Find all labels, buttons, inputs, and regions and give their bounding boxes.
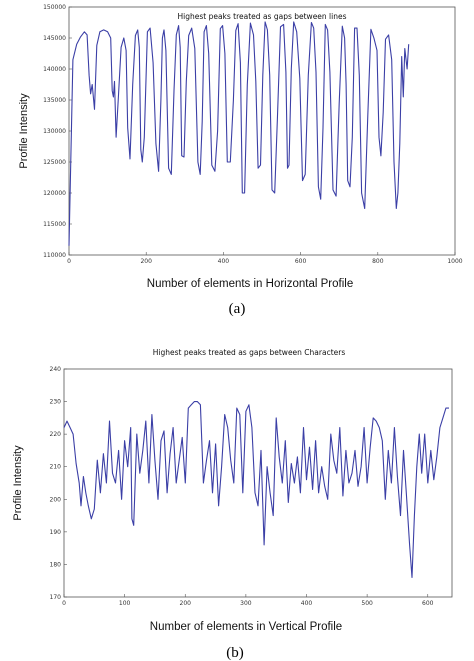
chart-a-x-ticks: 0 200 400 600 800 1000: [67, 252, 463, 265]
chart-b-plot-frame: [63, 368, 453, 598]
chart-a-y-tick-label: 115000: [43, 221, 66, 228]
chart-b-caption: (b): [226, 645, 244, 661]
chart-b-y-tick-label: 230: [50, 399, 62, 406]
chart-b-x-tick-label: 0: [62, 600, 66, 607]
chart-a-x-tick-label: 600: [295, 258, 307, 265]
chart-a-y-ticks: 110000 115000 120000 125000 130000 135000 1400…: [43, 4, 72, 259]
chart-b-title: Highest peaks treated as gaps between Ch…: [153, 348, 346, 357]
chart-a-y-axis-label: Profile Intensity: [18, 93, 30, 169]
chart-b-y-tick-label: 180: [50, 561, 62, 568]
chart-b-y-axis-label: Profile Intensity: [12, 445, 24, 521]
chart-a-y-tick-label: 120000: [43, 190, 66, 197]
chart-a-plot-frame: [68, 6, 456, 256]
chart-b-y-tick-label: 170: [50, 594, 62, 601]
chart-b-y-ticks: 170 180 190 200 210 220 230 240: [50, 366, 67, 601]
chart-b-x-tick-label: 200: [180, 600, 192, 607]
chart-a: Highest peaks treated as gaps between li…: [18, 4, 463, 317]
chart-b-x-axis-label: Number of elements in Vertical Profile: [150, 621, 342, 633]
chart-b-x-tick-label: 500: [361, 600, 373, 607]
chart-b-x-tick-label: 300: [240, 600, 252, 607]
chart-b-y-tick-label: 190: [50, 529, 62, 536]
chart-b-x-tick-label: 600: [422, 600, 434, 607]
chart-a-y-tick-label: 150000: [43, 4, 66, 11]
chart-b-series-line: [63, 401, 449, 579]
chart-b-y-tick-label: 220: [50, 431, 62, 438]
chart-b-x-tick-label: 100: [119, 600, 131, 607]
chart-a-x-tick-label: 1000: [447, 258, 462, 265]
chart-a-y-tick-label: 110000: [43, 252, 66, 259]
chart-a-x-tick-label: 0: [67, 258, 71, 265]
chart-a-x-axis-label: Number of elements in Horizontal Profile: [147, 278, 353, 290]
chart-a-y-tick-label: 125000: [43, 159, 66, 166]
chart-b-x-ticks: 0 100 200 300 400 500 600: [62, 594, 434, 607]
chart-a-y-tick-label: 140000: [43, 66, 66, 73]
chart-b-y-tick-label: 240: [50, 366, 62, 373]
chart-b-y-tick-label: 200: [50, 496, 62, 503]
chart-a-series-line: [68, 21, 410, 246]
chart-a-y-tick-label: 145000: [43, 35, 66, 42]
chart-a-y-tick-label: 135000: [43, 97, 66, 104]
chart-a-x-tick-label: 800: [372, 258, 384, 265]
chart-b: Highest peaks treated as gaps between Ch…: [12, 348, 453, 661]
chart-a-title: Highest peaks treated as gaps between li…: [177, 12, 346, 21]
chart-a-caption: (a): [229, 301, 246, 317]
chart-a-x-tick-label: 400: [218, 258, 230, 265]
chart-b-x-tick-label: 400: [301, 600, 313, 607]
chart-a-y-tick-label: 130000: [43, 128, 66, 135]
chart-a-x-tick-label: 200: [140, 258, 152, 265]
chart-b-y-tick-label: 210: [50, 464, 62, 471]
